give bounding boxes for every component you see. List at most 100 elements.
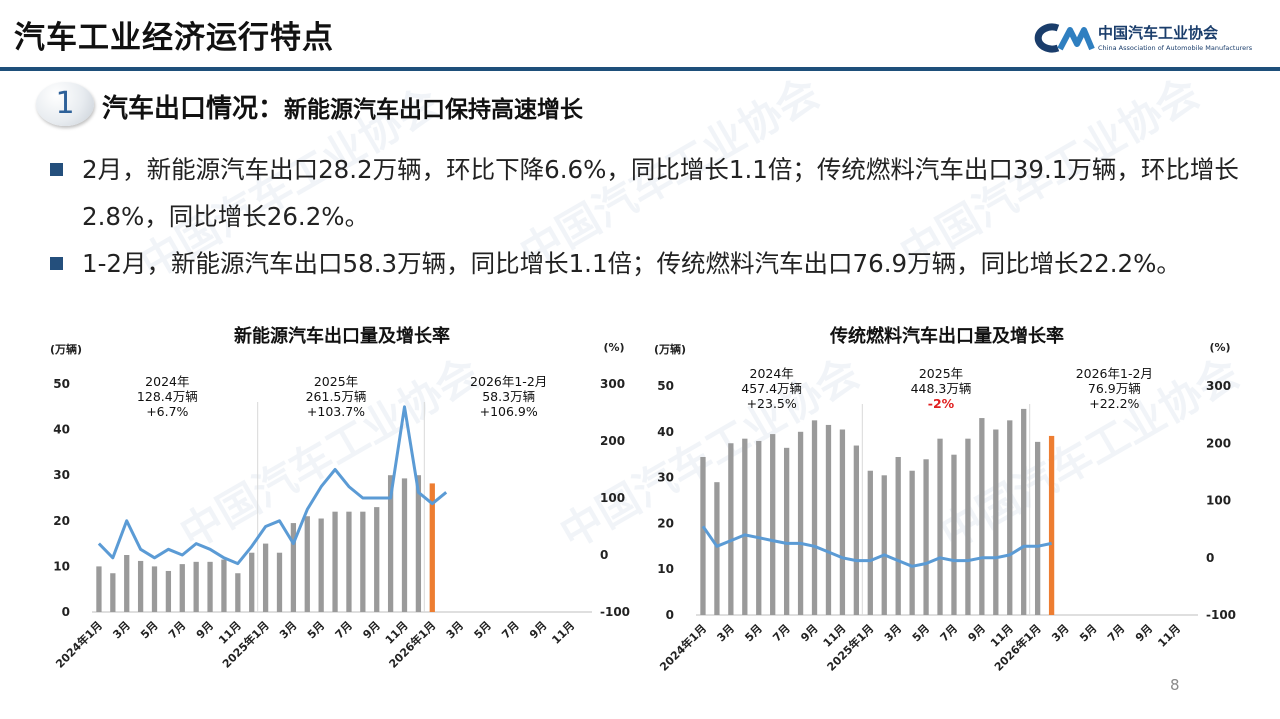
bar <box>728 443 734 615</box>
x-tick-label: 5月 <box>305 619 327 641</box>
bar <box>276 552 283 612</box>
bar <box>290 523 297 612</box>
x-tick-label: 5月 <box>1077 622 1099 644</box>
bar <box>401 478 408 612</box>
caam-logo: 中国汽车工业协会 China Association of Automobile… <box>1032 22 1272 58</box>
header: 汽车工业经济运行特点 中国汽车工业协会 China Association of… <box>0 0 1280 71</box>
period-summary-label: +106.9% <box>480 404 538 419</box>
y-axis-unit-label: (万辆) <box>655 342 686 356</box>
section-number: 1 <box>55 86 75 121</box>
bar-highlight <box>429 483 435 612</box>
y-tick-label: 20 <box>53 514 70 528</box>
bar <box>179 564 185 612</box>
y-tick-label: 40 <box>53 423 70 437</box>
header-rule <box>0 67 1280 71</box>
x-tick-label: 7月 <box>499 619 521 641</box>
x-tick-label: 5月 <box>472 619 494 641</box>
y-tick-label: 30 <box>53 468 70 482</box>
x-tick-label: 2024年1月 <box>53 618 106 671</box>
bar <box>193 561 199 612</box>
bar <box>770 434 776 615</box>
period-summary-label: 2026年1-2月 <box>1076 366 1153 381</box>
y-axis-unit-label: (万辆) <box>50 342 82 356</box>
y-tick-label: 40 <box>657 425 674 439</box>
section-heading: 1 汽车出口情况：新能源汽车出口保持高速增长 <box>30 82 1250 130</box>
y-tick-label: 50 <box>657 379 674 393</box>
bar <box>993 429 999 615</box>
x-tick-label: 9月 <box>966 622 988 644</box>
bar <box>235 573 241 612</box>
bar <box>867 470 873 615</box>
x-tick-label: 3月 <box>882 622 904 644</box>
period-summary-label: 2026年1-2月 <box>470 374 547 389</box>
bar <box>165 570 172 612</box>
y-tick-label: 0 <box>666 608 674 622</box>
bar <box>895 456 901 615</box>
x-tick-label: 5月 <box>138 619 160 641</box>
bar <box>249 552 255 612</box>
bar <box>137 560 144 612</box>
bar <box>700 456 706 615</box>
bar <box>1007 420 1013 615</box>
period-summary-label: 261.5万辆 <box>306 389 367 404</box>
y2-tick-label: 200 <box>1206 436 1231 450</box>
x-tick-label: 3月 <box>277 619 299 641</box>
y2-tick-label: -100 <box>600 605 630 619</box>
logo-cn-text: 中国汽车工业协会 <box>1098 24 1219 42</box>
bar <box>825 424 832 615</box>
y2-tick-label: 300 <box>1206 379 1231 393</box>
bar <box>742 438 748 615</box>
y2-tick-label: 100 <box>600 491 625 505</box>
bar <box>374 507 380 612</box>
bar <box>979 418 985 615</box>
page-number: 8 <box>1170 676 1180 694</box>
period-summary-label: +23.5% <box>747 396 797 411</box>
bar <box>96 566 102 612</box>
x-tick-label: 7月 <box>938 622 960 644</box>
period-summary-label: +22.2% <box>1089 396 1139 411</box>
x-tick-label: 7月 <box>770 622 792 644</box>
caam-logo-mark-icon <box>1034 23 1095 53</box>
bar <box>207 561 213 612</box>
bar <box>262 543 269 612</box>
x-tick-label: 9月 <box>1133 622 1155 644</box>
logo-en-text: China Association of Automobile Manufact… <box>1098 44 1253 52</box>
y-tick-label: 10 <box>53 559 70 573</box>
period-summary-label: 2025年 <box>314 374 358 389</box>
bullet-square-icon <box>50 257 63 270</box>
bar <box>151 566 158 612</box>
bar <box>346 511 352 612</box>
bar <box>937 438 943 615</box>
chart-svg: 新能源汽车出口量及增长率 (万辆) (%) 0 10 20 30 40 50 -100 0 100 20… <box>50 325 630 671</box>
bullet-square-icon <box>50 163 63 176</box>
bar <box>124 555 130 612</box>
x-tick-label: 9月 <box>194 619 216 641</box>
bar <box>923 459 929 615</box>
y-tick-label: 10 <box>657 562 674 576</box>
bar <box>714 482 720 615</box>
y-tick-label: 50 <box>53 377 70 391</box>
y-tick-label: 30 <box>657 471 674 485</box>
x-tick-label: 7月 <box>166 619 188 641</box>
period-summary-label: 58.3万辆 <box>482 389 535 404</box>
bar <box>839 429 846 615</box>
y-tick-label: 20 <box>657 516 674 530</box>
bar <box>881 475 887 615</box>
bullet-list: 2月，新能源汽车出口28.2万辆，环比下降6.6%，同比增长1.1倍；传统燃料汽… <box>50 146 1260 287</box>
y2-tick-label: -100 <box>1206 608 1236 622</box>
bar <box>110 573 116 612</box>
bar <box>415 475 422 612</box>
period-summary-label: 76.9万辆 <box>1088 381 1141 396</box>
y2-tick-label: 0 <box>1206 551 1214 565</box>
bar <box>221 559 227 612</box>
section-subtitle: 新能源汽车出口保持高速增长 <box>284 97 584 123</box>
x-tick-label: 2024年1月 <box>657 621 710 674</box>
x-tick-label: 7月 <box>1105 622 1127 644</box>
x-tick-label: 3月 <box>444 619 466 641</box>
x-tick-label: 3月 <box>1049 622 1071 644</box>
bar <box>1034 441 1041 615</box>
bar <box>387 475 394 612</box>
x-tick-label: 11月 <box>1155 622 1183 650</box>
y2-tick-label: 300 <box>600 377 625 391</box>
bar <box>909 470 915 615</box>
